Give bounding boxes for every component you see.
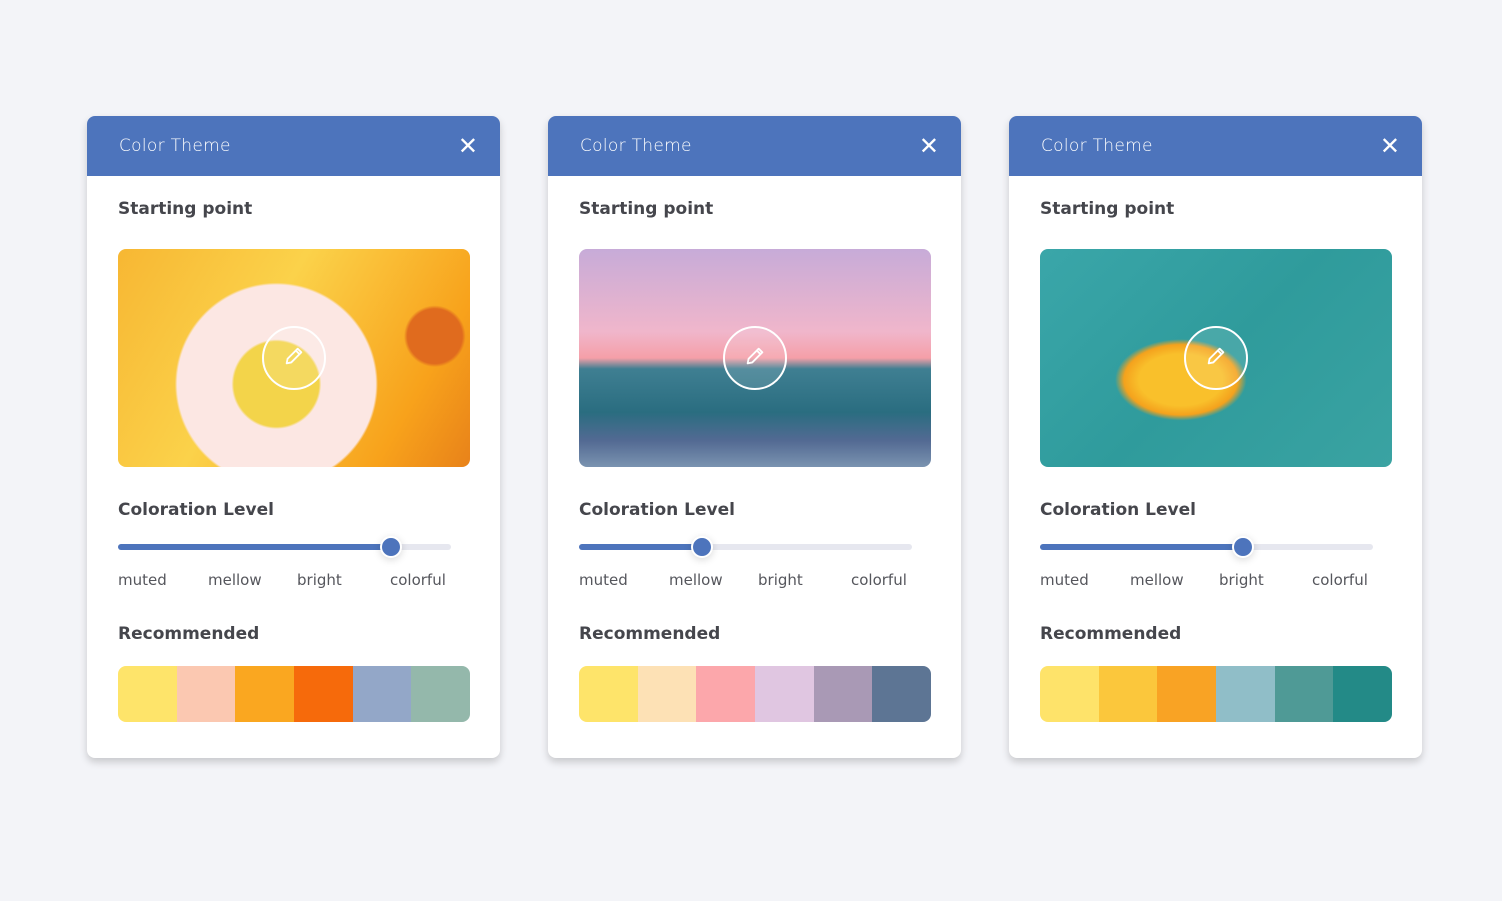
pencil-icon [1205,345,1227,371]
slider-fill [579,544,703,550]
color-theme-panel: Color Theme ✕ Starting point Coloration … [548,116,961,758]
palette-swatch[interactable] [755,666,814,722]
coloration-level-label: Coloration Level [579,500,735,520]
recommended-palette [1040,666,1392,722]
level-label-bright[interactable]: bright [297,571,342,589]
palette-swatch[interactable] [411,666,470,722]
close-icon[interactable]: ✕ [918,132,939,160]
recommended-label: Recommended [579,624,721,644]
edit-image-button[interactable] [723,326,787,390]
starting-point-label: Starting point [579,199,714,219]
level-label-colorful[interactable]: colorful [851,571,907,589]
palette-swatch[interactable] [1274,666,1334,722]
slider-fill [1040,544,1244,550]
starting-image [1040,249,1392,467]
palette-swatch[interactable] [235,666,295,722]
level-label-mellow[interactable]: mellow [208,571,262,589]
close-icon[interactable]: ✕ [457,132,478,160]
level-label-mellow[interactable]: mellow [1130,571,1184,589]
panel-header: Color Theme ✕ [1009,116,1422,176]
palette-swatch[interactable] [1333,666,1392,722]
palette-swatch[interactable] [696,666,756,722]
edit-image-button[interactable] [1184,326,1248,390]
palette-swatch[interactable] [176,666,236,722]
starting-point-label: Starting point [118,199,253,219]
palette-swatch[interactable] [813,666,873,722]
slider-thumb[interactable] [380,536,403,558]
palette-swatch[interactable] [1098,666,1158,722]
coloration-level-label: Coloration Level [1040,500,1196,520]
slider-thumb[interactable] [1232,536,1255,558]
level-label-colorful[interactable]: colorful [390,571,446,589]
palette-swatch[interactable] [352,666,412,722]
palette-swatch[interactable] [1216,666,1275,722]
palette-swatch[interactable] [118,666,177,722]
close-icon[interactable]: ✕ [1379,132,1400,160]
recommended-label: Recommended [1040,624,1182,644]
level-label-bright[interactable]: bright [758,571,803,589]
coloration-slider[interactable] [118,536,451,558]
edit-image-button[interactable] [262,326,326,390]
palette-swatch[interactable] [579,666,638,722]
palette-swatch[interactable] [637,666,697,722]
slider-fill [118,544,392,550]
level-label-muted[interactable]: muted [118,571,167,589]
level-label-colorful[interactable]: colorful [1312,571,1368,589]
level-label-mellow[interactable]: mellow [669,571,723,589]
level-label-muted[interactable]: muted [579,571,628,589]
level-label-muted[interactable]: muted [1040,571,1089,589]
slider-thumb[interactable] [691,536,714,558]
level-label-bright[interactable]: bright [1219,571,1264,589]
palette-swatch[interactable] [872,666,931,722]
recommended-label: Recommended [118,624,260,644]
panel-title: Color Theme [1041,136,1153,156]
color-theme-panel: Color Theme ✕ Starting point Coloration … [87,116,500,758]
pencil-icon [744,345,766,371]
panel-title: Color Theme [580,136,692,156]
palette-swatch[interactable] [1157,666,1217,722]
panel-title: Color Theme [119,136,231,156]
starting-point-label: Starting point [1040,199,1175,219]
coloration-slider[interactable] [579,536,912,558]
pencil-icon [283,345,305,371]
coloration-level-label: Coloration Level [118,500,274,520]
palette-swatch[interactable] [294,666,353,722]
panel-header: Color Theme ✕ [548,116,961,176]
panel-header: Color Theme ✕ [87,116,500,176]
coloration-slider[interactable] [1040,536,1373,558]
starting-image [118,249,470,467]
recommended-palette [118,666,470,722]
color-theme-panel: Color Theme ✕ Starting point Coloration … [1009,116,1422,758]
recommended-palette [579,666,931,722]
starting-image [579,249,931,467]
palette-swatch[interactable] [1040,666,1099,722]
